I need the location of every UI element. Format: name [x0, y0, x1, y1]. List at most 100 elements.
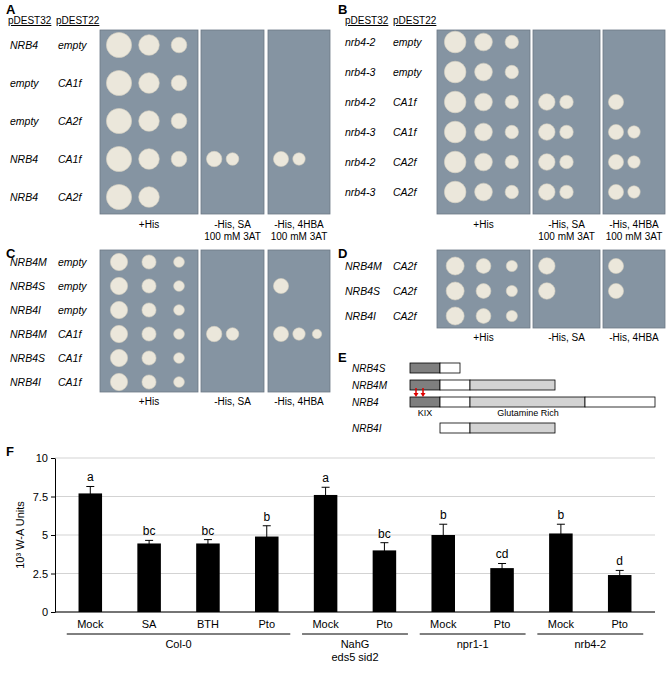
colony-spot [110, 325, 127, 342]
domain-box [440, 363, 460, 373]
domain-box [410, 380, 440, 390]
x-tick: Mock [430, 612, 457, 630]
prey-label: CA1f [58, 153, 82, 165]
error-bar [263, 526, 271, 548]
plate [268, 250, 330, 392]
colony-spot [505, 95, 518, 108]
group-bracket [420, 634, 526, 635]
bar [608, 575, 632, 612]
bait-label: nrb4-2 [345, 96, 376, 108]
plate-label-line: 100 mM 3AT [606, 231, 663, 242]
prey-label: CA1f [58, 328, 82, 340]
y-tick: 5 [42, 529, 55, 541]
colony-spot [312, 329, 321, 338]
grid-line [55, 496, 655, 497]
prey-label: empty [393, 36, 422, 48]
error-bar-stem [207, 540, 208, 548]
colony-spot [539, 283, 556, 300]
error-bar-cap [145, 546, 153, 547]
error-bar-cap [616, 579, 624, 580]
colony-spot [608, 283, 623, 298]
group-label: Col-0 [165, 638, 191, 650]
significance-letter: b [558, 508, 565, 522]
plate [100, 30, 198, 214]
column-header: pDEST22 [393, 15, 437, 26]
x-tick-label: Mock [548, 618, 575, 630]
plate-label-line: -His, SA [214, 219, 251, 230]
plate [533, 250, 600, 328]
plate-label: -His, SA [214, 396, 251, 407]
bait-label: NRB4M [10, 256, 47, 268]
x-tick: Pto [259, 612, 276, 630]
colony-spot [628, 186, 640, 198]
plate-label-line: +His [473, 332, 493, 343]
error-bar-cap [263, 547, 271, 548]
colony-spot [174, 281, 185, 292]
error-bar-cap [86, 486, 94, 487]
error-bar-stem [266, 526, 267, 548]
column-header: pDEST22 [56, 15, 100, 26]
bar [137, 543, 161, 612]
plate [603, 250, 665, 328]
colony-spot [139, 149, 160, 170]
colony-spot [110, 349, 127, 366]
prey-label: empty [58, 280, 87, 292]
y-tick-mark [51, 574, 55, 575]
error-bar-cap [380, 558, 388, 559]
domain-box [470, 423, 555, 433]
prey-label: empty [58, 256, 87, 268]
error-bar-cap [204, 547, 212, 548]
colony-spot [206, 151, 221, 166]
error-bar-stem [502, 563, 503, 572]
plate [533, 30, 600, 214]
colony-spot [174, 353, 185, 364]
colony-spot [608, 94, 623, 109]
colony-spot [174, 305, 185, 316]
plate-label-line: 100 mM 3AT [204, 231, 261, 242]
colony-spot [446, 307, 464, 325]
plate-label-line: -His, SA [548, 219, 585, 230]
plate-label-line: -His, SA [548, 332, 585, 343]
colony-spot [293, 328, 305, 340]
bait-label: empty [10, 77, 39, 89]
significance-letter: b [263, 510, 270, 524]
bait-label: nrb4-3 [345, 186, 376, 198]
colony-spot [142, 255, 156, 269]
plate-label-line: -His, 4HBA [609, 332, 659, 343]
bait-label: NRB4I [10, 376, 41, 388]
column-header: pDEST32 [8, 15, 52, 26]
colony-spot [444, 151, 466, 173]
colony-spot [106, 146, 131, 171]
error-bar-cap [616, 570, 624, 571]
colony-spot [505, 35, 518, 48]
group-bracket [537, 634, 643, 635]
colony-spot [475, 153, 493, 171]
y-tick: 7.5 [33, 491, 55, 503]
colony-spot [628, 156, 640, 168]
domain-label: KIX [418, 408, 433, 418]
y-tick-label: 5 [42, 529, 48, 541]
group-label: nrb4-2 [574, 638, 606, 650]
panel-label: F [6, 444, 14, 459]
y-axis-title: 10³ W-A Units [14, 501, 26, 569]
significance-letter: cd [496, 547, 509, 561]
colony-spot [476, 284, 491, 299]
error-bar-cap [322, 487, 330, 488]
bar [79, 493, 103, 612]
prey-label: CA2f [393, 260, 417, 272]
x-tick: Pto [611, 612, 628, 630]
colony-spot [106, 32, 131, 57]
bar [431, 535, 455, 612]
x-tick: Pto [376, 612, 393, 630]
colony-spot [273, 326, 288, 341]
bar [255, 537, 279, 612]
colony-spot [539, 258, 556, 275]
domain-box [440, 380, 470, 390]
colony-spot [476, 259, 491, 274]
colony-spot [446, 282, 464, 300]
colony-spot [444, 91, 466, 113]
plate-label-line: 100 mM 3AT [271, 231, 328, 242]
error-bar-cap [439, 524, 447, 525]
error-bar-cap [322, 502, 330, 503]
prey-label: CA1f [393, 126, 417, 138]
